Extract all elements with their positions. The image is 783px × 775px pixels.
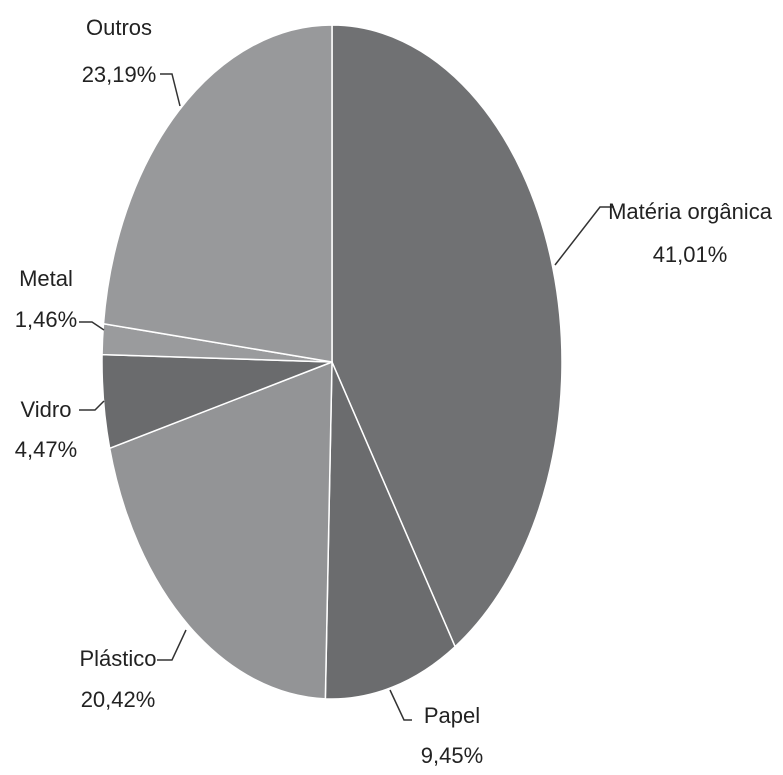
slice-label-plastico-name: Plástico — [79, 646, 156, 671]
pie-slice-plastico — [108, 360, 333, 700]
pie-slice-outros — [102, 24, 333, 363]
slice-label-materia-organica-name: Matéria orgânica — [608, 199, 773, 224]
slice-labels: Matéria orgânica 41,01% Papel 9,45% Plás… — [15, 15, 773, 768]
leader-line-plastico — [157, 629, 187, 661]
slice-label-metal-value: 1,46% — [15, 307, 77, 332]
slice-label-outros-name: Outros — [86, 15, 152, 40]
slice-label-papel-name: Papel — [424, 703, 480, 728]
pie-slices — [101, 24, 563, 700]
leader-line-materia-organica — [554, 206, 614, 266]
slice-label-vidro-value: 4,47% — [15, 437, 77, 462]
slice-label-plastico-value: 20,42% — [81, 687, 156, 712]
leader-line-papel — [389, 689, 412, 721]
slice-label-vidro-name: Vidro — [21, 397, 72, 422]
slice-label-outros-value: 23,19% — [82, 62, 157, 87]
slice-label-papel-value: 9,45% — [421, 743, 483, 768]
leader-line-outros — [160, 73, 181, 107]
slice-label-metal-name: Metal — [19, 266, 73, 291]
slice-label-materia-organica-value: 41,01% — [653, 242, 728, 267]
pie-slice-materia-organica — [331, 24, 563, 648]
leader-lines — [79, 73, 614, 721]
leader-line-vidro — [79, 400, 105, 411]
pie-slice-papel — [324, 361, 457, 700]
leader-line-metal — [79, 321, 105, 331]
